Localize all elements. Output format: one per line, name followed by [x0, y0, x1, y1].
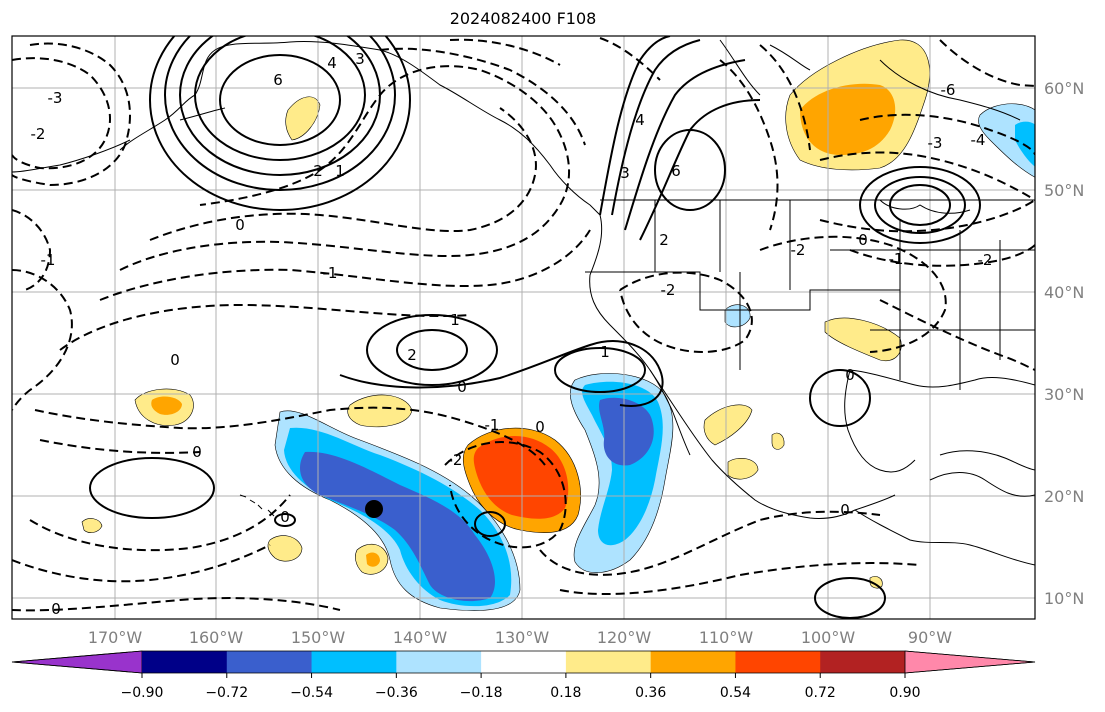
colorbar-bin [650, 651, 736, 673]
colorbar-bin [481, 651, 567, 673]
lon-label: 160°W [189, 628, 244, 647]
colorbar-tick-label: 0.90 [889, 685, 920, 701]
colorbar-tick-label: 0.72 [805, 685, 836, 701]
contour-label: 0 [858, 231, 868, 249]
contour-label: 0 [170, 351, 180, 369]
lon-label: 100°W [801, 628, 856, 647]
lat-label: 40°N [1044, 283, 1084, 302]
contour-label: 0 [535, 418, 545, 436]
lat-label: 10°N [1044, 589, 1084, 608]
contour-label: -3 [928, 134, 943, 152]
graticule [12, 36, 1035, 619]
lon-label: 120°W [597, 628, 652, 647]
colorbar-bin [565, 651, 652, 673]
lat-label: 50°N [1044, 181, 1084, 200]
storm-center-dot [365, 500, 383, 518]
lat-label: 30°N [1044, 385, 1084, 404]
contour-label: 0 [840, 501, 850, 519]
colorbar-tick-label: 0.36 [635, 685, 666, 701]
contour-label-group: 6 4 3 2 1 0 -1 1 2 0 1 0 0 -2 -1 0 0 0 0… [31, 50, 993, 618]
colorbar-bin [735, 651, 821, 673]
contour-label: -1 [485, 416, 500, 434]
colorbar-extend-max [904, 650, 1036, 674]
contour-label: 0 [51, 600, 61, 618]
colorbar-tick-label: −0.90 [121, 685, 164, 701]
lon-label: 130°W [495, 628, 550, 647]
contour-label: 0 [192, 443, 202, 461]
lon-label: 110°W [699, 628, 754, 647]
contour-label: -2 [791, 241, 806, 259]
contour-label: 3 [355, 50, 365, 68]
contour-label: -2 [978, 251, 993, 269]
contour-label: 0 [235, 216, 245, 234]
colorbar-bin [311, 651, 397, 673]
map-title: 2024082400 F108 [449, 9, 597, 28]
contour-label: -1 [889, 250, 904, 268]
contour-label: -2 [31, 125, 46, 143]
map-frame [11, 35, 1036, 620]
negative-contours [12, 37, 1035, 612]
colorbar-bin [820, 651, 906, 673]
contour-label: -3 [48, 89, 63, 107]
contour-label: 6 [273, 71, 283, 89]
contour-label: 4 [327, 54, 337, 72]
colorbar-tick-label: 0.18 [550, 685, 581, 701]
colorbar-bin [226, 651, 313, 673]
contour-label: 4 [635, 111, 645, 129]
colorbar-tick-label: −0.72 [205, 685, 248, 701]
lon-label: 90°W [908, 628, 952, 647]
contour-label: 1 [450, 311, 460, 329]
contour-label: -4 [971, 131, 986, 149]
lat-label: 20°N [1044, 487, 1084, 506]
contour-label: -2 [661, 281, 676, 299]
colorbar: −0.90 −0.72 −0.54 −0.36 −0.18 0.18 0.36 0.54 0.7… [11, 650, 1036, 701]
colorbar-extend-min [11, 650, 143, 674]
contour-label: -6 [941, 81, 956, 99]
contour-label: 2 [313, 162, 323, 180]
colorbar-tick-label: −0.18 [460, 685, 503, 701]
contour-label: 3 [620, 164, 630, 182]
contour-label: 1 [335, 162, 345, 180]
contour-label: -1 [323, 264, 338, 282]
shaded-anomaly-layer [81, 39, 1035, 611]
colorbar-tick-label: −0.36 [375, 685, 418, 701]
contour-label: -1 [41, 251, 56, 269]
contour-label: 0 [280, 508, 290, 526]
colorbar-bin [142, 651, 228, 673]
contour-label: 0 [457, 378, 467, 396]
lon-label: 150°W [291, 628, 346, 647]
contour-label: 6 [671, 162, 681, 180]
contour-label: 0 [845, 366, 855, 384]
lon-label: 140°W [393, 628, 448, 647]
contour-label: 2 [407, 346, 417, 364]
lon-label: 170°W [88, 628, 143, 647]
contour-label: -2 [448, 451, 463, 469]
contour-label: 2 [659, 231, 669, 249]
longitude-labels: 170°W 160°W 150°W 140°W 130°W 120°W 110°… [88, 628, 952, 647]
latitude-labels: 60°N 50°N 40°N 30°N 20°N 10°N [1044, 79, 1084, 608]
lat-label: 60°N [1044, 79, 1084, 98]
colorbar-tick-label: 0.54 [720, 685, 751, 701]
contour-label: 1 [600, 343, 610, 361]
colorbar-bin [396, 651, 482, 673]
colorbar-tick-label: −0.54 [290, 685, 333, 701]
